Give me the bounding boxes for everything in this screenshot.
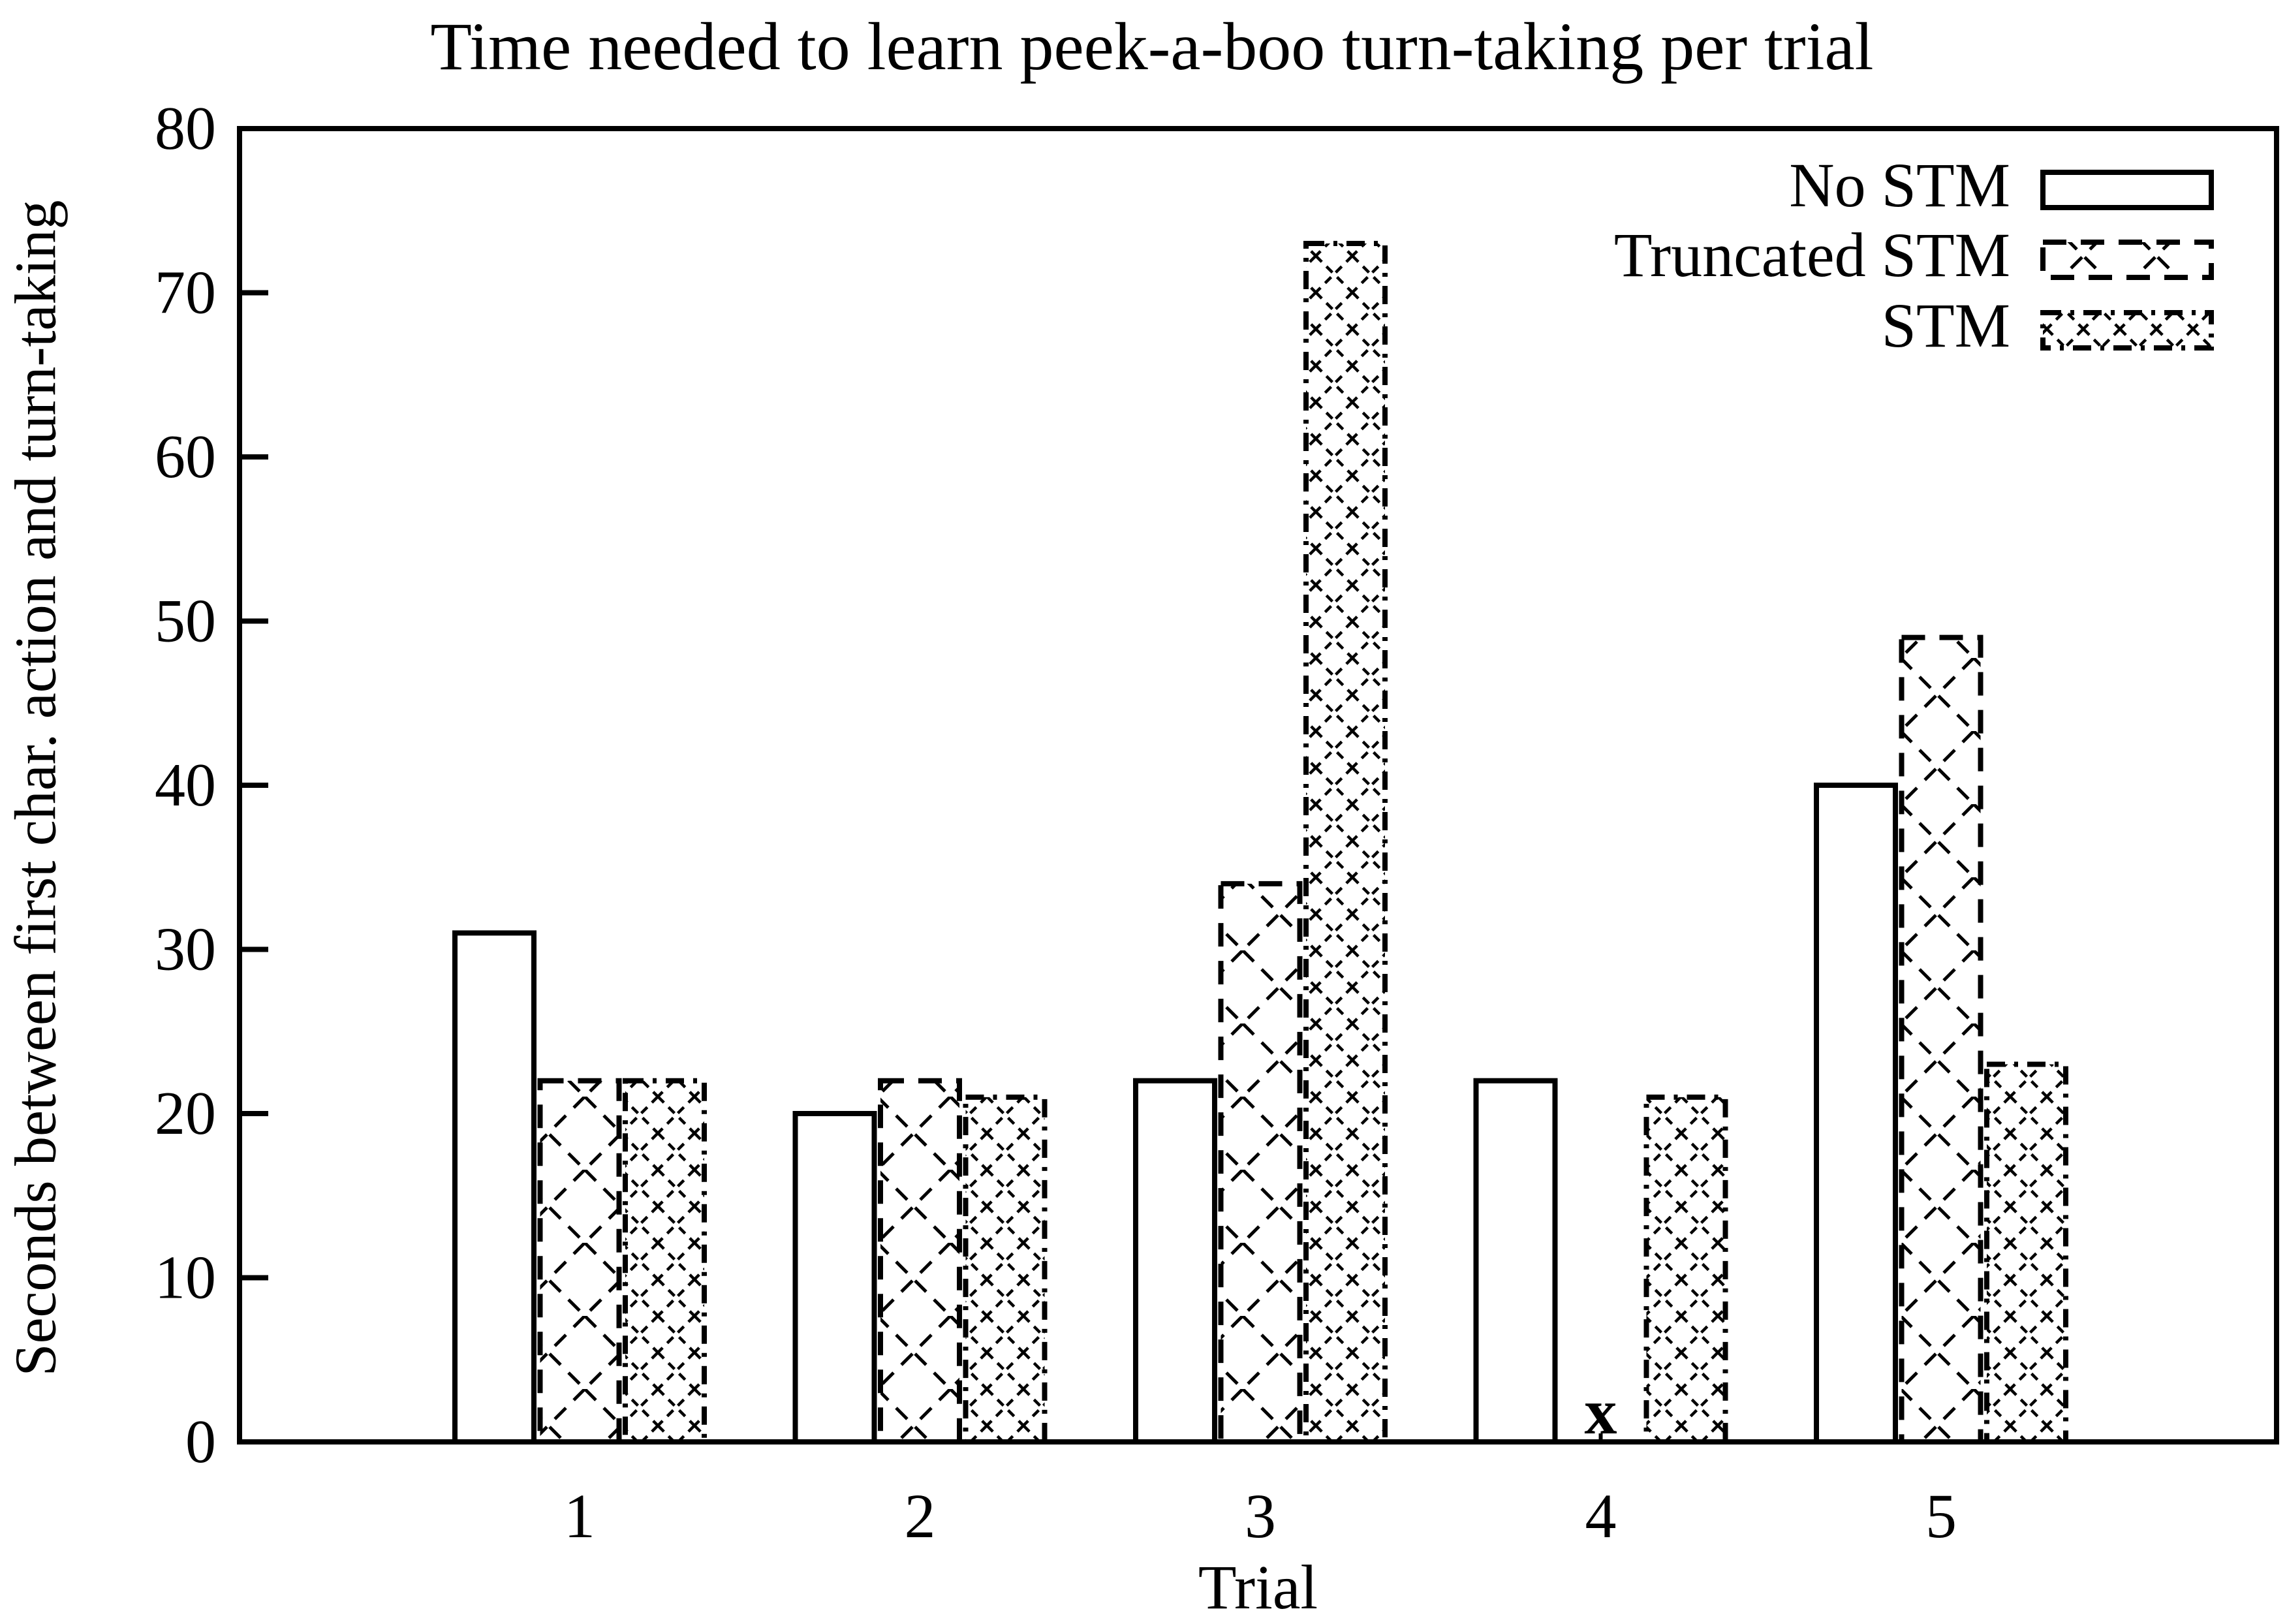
x-tick-label: 1 [564, 1481, 595, 1551]
bar-trial5-truncated-stm [1899, 634, 1984, 1444]
x-tick-label: 5 [1925, 1481, 1957, 1551]
y-tick-label: 60 [155, 423, 216, 491]
bar-trial2-no-stm [792, 1111, 877, 1444]
bar-trial1-stm [623, 1078, 707, 1444]
bar-trial1-truncated-stm [537, 1078, 622, 1444]
bar-trial4-stm [1643, 1094, 1728, 1444]
x-tick-label: 3 [1245, 1481, 1276, 1551]
legend-swatch-truncated-stm [2040, 240, 2214, 280]
y-tick-label: 40 [155, 751, 216, 819]
bar-trial4-no-stm [1473, 1078, 1558, 1444]
bar-trial5-no-stm [1814, 783, 1898, 1444]
chart-title: Time needed to learn peek-a-boo turn-tak… [430, 9, 1874, 84]
x-tick-label: 4 [1585, 1481, 1617, 1551]
y-tick-label: 80 [155, 95, 216, 163]
legend-swatch-stm [2040, 310, 2214, 351]
bar-trial2-stm [963, 1094, 1048, 1444]
x-tick-label: 2 [905, 1481, 936, 1551]
bar-trial1-no-stm [452, 930, 537, 1444]
y-tick-label: 0 [185, 1408, 216, 1476]
bar-trial3-truncated-stm [1218, 881, 1303, 1444]
legend-swatch-no-stm [2040, 170, 2214, 210]
y-tick-label: 30 [155, 916, 216, 984]
legend-label-no-stm: No STM [1789, 150, 2010, 220]
y-tick-label: 10 [155, 1244, 216, 1312]
y-tick-label: 20 [155, 1080, 216, 1148]
bar-trial3-no-stm [1133, 1078, 1217, 1444]
y-tick-label: 70 [155, 259, 216, 327]
bar-trial5-stm [1984, 1061, 2068, 1445]
y-tick-label: 50 [155, 587, 216, 655]
bar-trial2-truncated-stm [878, 1078, 962, 1444]
x-axis-label: Trial [1198, 1552, 1318, 1622]
legend-label-truncated-stm: Truncated STM [1613, 220, 2010, 290]
bar-trial3-stm [1303, 241, 1388, 1444]
legend-label-stm: STM [1881, 290, 2010, 360]
